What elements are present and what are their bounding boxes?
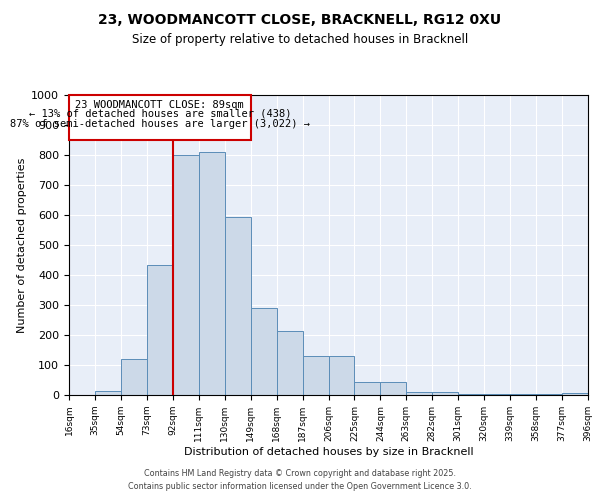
Bar	[329, 356, 355, 395]
Bar	[173, 155, 199, 395]
Bar	[432, 392, 458, 395]
Bar	[510, 394, 536, 395]
Bar	[536, 394, 562, 395]
Bar	[562, 392, 588, 395]
Text: Contains public sector information licensed under the Open Government Licence 3.: Contains public sector information licen…	[128, 482, 472, 491]
Bar	[406, 392, 432, 395]
Text: Contains HM Land Registry data © Crown copyright and database right 2025.: Contains HM Land Registry data © Crown c…	[144, 468, 456, 477]
Text: 23, WOODMANCOTT CLOSE, BRACKNELL, RG12 0XU: 23, WOODMANCOTT CLOSE, BRACKNELL, RG12 0…	[98, 12, 502, 26]
Bar	[484, 394, 510, 395]
Text: Size of property relative to detached houses in Bracknell: Size of property relative to detached ho…	[132, 32, 468, 46]
Bar	[121, 359, 147, 395]
Bar	[224, 216, 251, 395]
Bar	[69, 95, 251, 140]
Bar	[277, 330, 302, 395]
Bar	[380, 382, 406, 395]
Bar	[147, 264, 173, 395]
Bar	[458, 394, 484, 395]
Bar	[355, 382, 380, 395]
Text: 87% of semi-detached houses are larger (3,022) →: 87% of semi-detached houses are larger (…	[10, 119, 310, 129]
Bar	[302, 356, 329, 395]
Text: ← 13% of detached houses are smaller (438): ← 13% of detached houses are smaller (43…	[29, 108, 291, 118]
Bar	[95, 390, 121, 395]
Bar	[199, 152, 224, 395]
Bar	[251, 308, 277, 395]
Text: 23 WOODMANCOTT CLOSE: 89sqm: 23 WOODMANCOTT CLOSE: 89sqm	[76, 100, 244, 110]
X-axis label: Distribution of detached houses by size in Bracknell: Distribution of detached houses by size …	[184, 446, 473, 456]
Y-axis label: Number of detached properties: Number of detached properties	[17, 158, 27, 332]
